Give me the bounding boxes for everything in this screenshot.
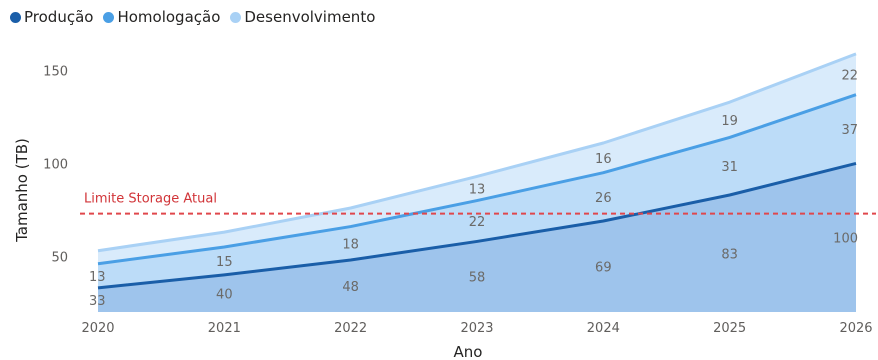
- series-line-desenvolvimento[interactable]: [97, 52, 857, 253]
- x-tick-label: 2025: [713, 321, 746, 336]
- y-axis-title: Tamanho (TB): [13, 138, 31, 243]
- data-label: 48: [342, 280, 359, 295]
- area-desenvolvimento: [98, 53, 856, 264]
- legend-dot-icon: [103, 11, 115, 23]
- x-axis-title: Ano: [454, 343, 483, 360]
- data-label: 19: [721, 114, 738, 129]
- reference-line-label: Limite Storage Atual: [84, 192, 217, 207]
- series-line-homologação[interactable]: [97, 93, 857, 266]
- x-tick-label: 2022: [334, 321, 367, 336]
- data-label: 40: [216, 287, 233, 302]
- area-homologação: [98, 94, 856, 288]
- x-tick-label: 2021: [208, 321, 241, 336]
- legend-item-desenvolvimento[interactable]: Desenvolvimento: [230, 8, 375, 26]
- x-tick-label: 2023: [460, 321, 493, 336]
- legend-item-homologacao[interactable]: Homologação: [103, 8, 220, 26]
- legend-label: Produção: [24, 8, 94, 26]
- x-tick-label: 2020: [81, 321, 114, 336]
- data-label: 18: [342, 237, 359, 252]
- y-tick-label: 100: [43, 157, 68, 172]
- legend-item-producao[interactable]: Produção: [10, 8, 93, 26]
- x-tick-label: 2024: [587, 321, 620, 336]
- data-label: 69: [595, 261, 612, 276]
- legend: Produção Homologação Desenvolvimento: [10, 8, 375, 26]
- area-produção: [98, 163, 856, 312]
- legend-dot-icon: [230, 11, 242, 23]
- series-line-produção[interactable]: [97, 161, 857, 290]
- y-tick-label: 150: [43, 65, 68, 80]
- legend-dot-icon: [10, 11, 21, 23]
- data-label: 15: [216, 255, 233, 270]
- data-label: 100: [833, 232, 858, 247]
- data-label: 33: [89, 294, 106, 309]
- data-label: 31: [721, 160, 738, 175]
- x-tick-label: 2026: [839, 321, 872, 336]
- data-label: 22: [469, 215, 486, 230]
- data-label: 13: [469, 183, 486, 198]
- legend-label: Homologação: [117, 8, 221, 26]
- y-tick-label: 50: [51, 250, 68, 265]
- data-label: 16: [595, 152, 612, 167]
- data-label: 13: [89, 270, 106, 285]
- data-label: 58: [469, 271, 486, 286]
- data-label: 37: [841, 123, 858, 138]
- data-label: 26: [595, 191, 612, 206]
- legend-label: Desenvolvimento: [244, 8, 376, 26]
- data-label: 22: [841, 68, 858, 83]
- data-label: 83: [721, 248, 738, 263]
